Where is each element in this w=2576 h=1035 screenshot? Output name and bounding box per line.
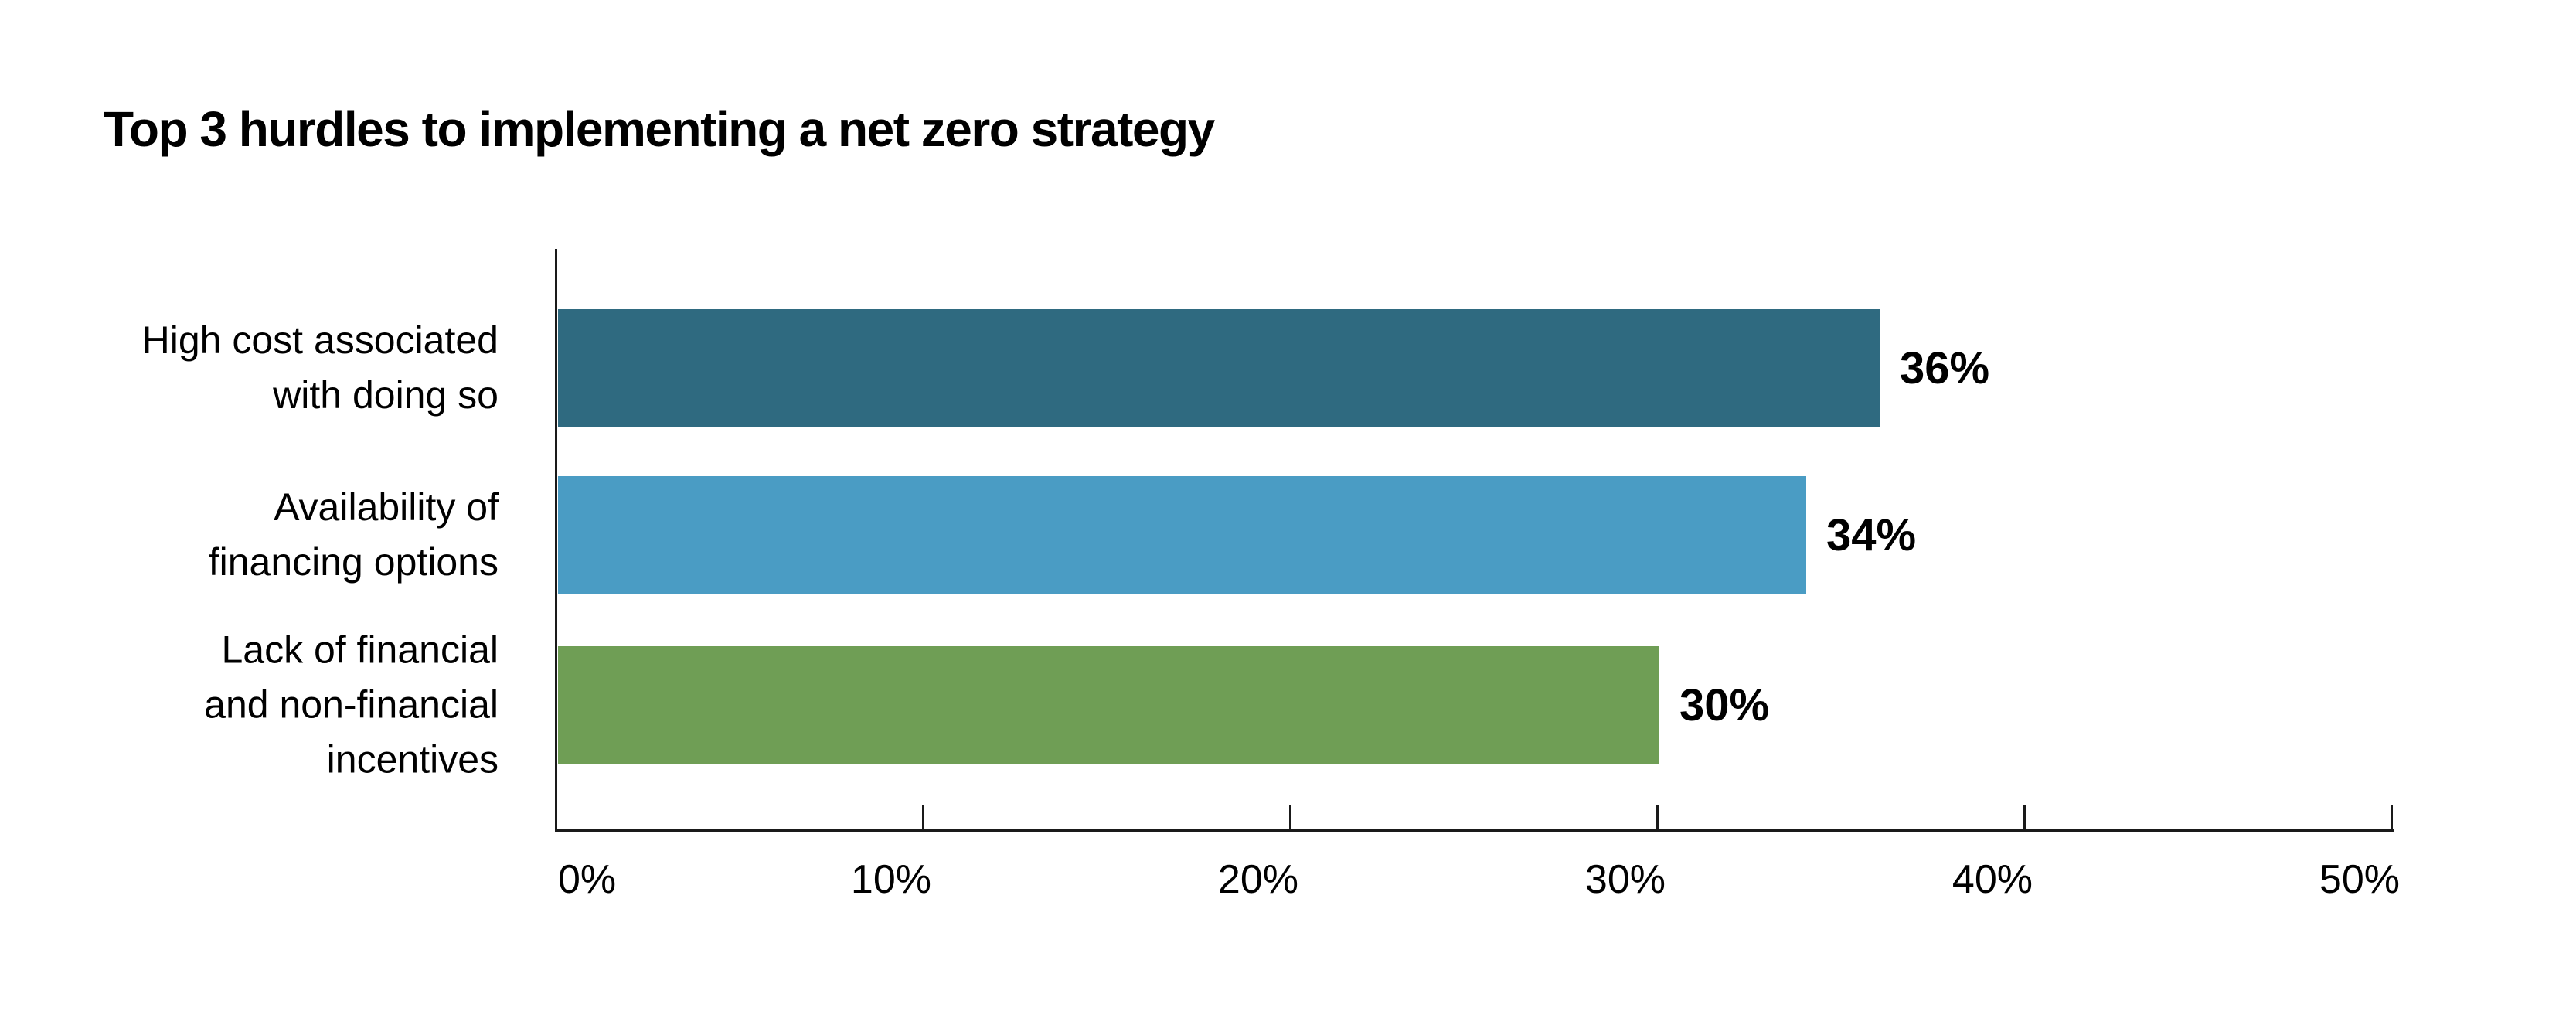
category-label-high-cost: High cost associated with doing so xyxy=(141,318,499,417)
bar-financing-options xyxy=(558,476,1806,594)
x-axis-tick-20 xyxy=(1289,805,1291,829)
x-tick-label-40: 40% xyxy=(1952,857,2033,902)
x-axis-tick-40 xyxy=(2023,805,2026,829)
x-tick-label-30: 30% xyxy=(1584,857,1666,902)
x-tick-label-20: 20% xyxy=(1217,857,1298,902)
x-axis-line xyxy=(555,829,2394,832)
x-tick-label-50: 50% xyxy=(2319,857,2400,902)
x-axis-tick-10 xyxy=(922,805,924,829)
category-label-financing-options: Availability of financing options xyxy=(208,485,499,584)
y-axis-line xyxy=(555,249,557,832)
chart-title: Top 3 hurdles to implementing a net zero… xyxy=(104,101,1215,157)
value-label-incentives: 30% xyxy=(1679,679,1770,730)
x-axis-tick-50 xyxy=(2391,805,2393,829)
bar-high-cost xyxy=(558,309,1880,427)
x-tick-label-10: 10% xyxy=(850,857,931,902)
x-tick-label-0: 0% xyxy=(558,857,617,902)
bar-incentives xyxy=(558,646,1659,764)
value-label-financing-options: 34% xyxy=(1826,509,1917,560)
x-axis-tick-30 xyxy=(1656,805,1659,829)
category-label-incentives: Lack of financial and non-financial ince… xyxy=(204,628,499,781)
value-label-high-cost: 36% xyxy=(1900,342,1990,393)
